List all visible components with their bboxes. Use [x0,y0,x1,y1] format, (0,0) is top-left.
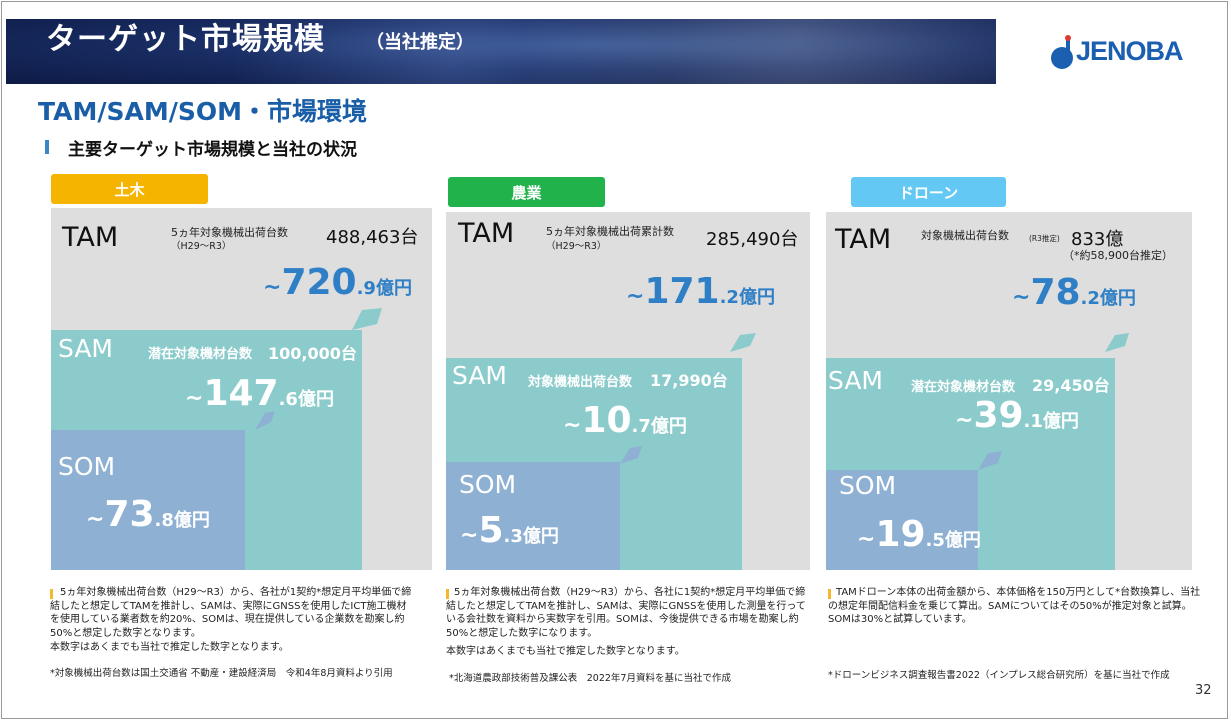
som-value: ~5.3億円 [460,510,559,551]
tam-desc: 対象機械出荷台数 [921,229,1009,242]
growth-arrow-icon [620,446,642,464]
note2-nougyou: 本数字はあくまでも当社で推定した数字となります。 [446,646,685,657]
tam-count-note: （*約58,900台推定） [1063,249,1173,262]
tam-desc: 5ヵ年対象機械出荷台数 [171,226,288,239]
jenoba-logo-icon [1051,35,1073,69]
som-block-drone [826,470,978,570]
page-number: 32 [1195,683,1212,698]
category-pill-nougyou: 農業 [448,177,605,207]
sam-count: 17,990台 [650,371,728,390]
note-nougyou: 5ヵ年対象機械出荷台数（H29〜R3）から、各社に1契約*想定月平均単価で締結し… [446,587,806,639]
sam-desc: 潜在対象機材台数 [911,380,1016,395]
som-value: ~19.5億円 [857,514,981,555]
tam-count: 833億 [1071,229,1124,250]
tam-value: ~720.9億円 [263,262,412,303]
som-block-doboku [51,430,245,570]
tam-label: TAM [62,222,119,253]
note-marker [828,589,831,599]
category-pill-drone: ドローン [851,177,1006,207]
sam-label: SAM [452,361,508,390]
tam-count: 488,463台 [326,227,419,248]
tam-label: TAM [835,224,892,255]
tam-desc: 5ヵ年対象機械出荷累計数 [546,225,674,238]
note-marker [446,589,449,599]
note2-doboku: 本数字はあくまでも当社で推定した数字となります。 [50,642,289,653]
section-heading: TAM/SAM/SOM・市場環境 [38,97,367,126]
tam-label: TAM [458,218,515,249]
page-subtitle: （当社推定） [366,32,474,53]
logo-text: JENOBA [1076,36,1184,66]
sam-value: ~10.7億円 [563,400,687,441]
page-title: ターゲット市場規模 [46,22,325,57]
tam-desc-note: （H29〜R3） [546,241,607,252]
growth-arrow-icon [730,333,756,352]
subheading-marker [45,140,49,154]
som-label: SOM [839,471,897,500]
note-marker [50,589,53,599]
note-drone: TAMドローン本体の出荷金額から、本体価格を150万円として*台数換算し、当社の… [828,587,1201,625]
sam-desc: 対象機械出荷台数 [528,375,633,390]
sam-desc: 潜在対象機材台数 [148,347,253,362]
som-value: ~73.8億円 [86,494,210,535]
sam-label: SAM [58,334,114,363]
sam-value: ~39.1億円 [955,395,1079,436]
tam-desc-note: （H29〜R3） [171,241,232,252]
growth-arrow-icon [1105,333,1129,352]
source-nougyou: *北海道農政部技術普及課公表 2022年7月資料を基に当社で作成 [449,673,731,684]
source-drone: *ドローンビジネス調査報告書2022（インプレス総合研究所）を基に当社で作成 [828,670,1170,681]
tam-desc-note: (R3推定) [1029,234,1060,243]
growth-arrow-icon [255,411,275,430]
sam-label: SAM [828,366,884,395]
tam-value: ~78.2億円 [1012,272,1136,313]
sam-count: 100,000台 [268,344,357,363]
section-subheading: 主要ターゲット市場規模と当社の状況 [68,140,357,160]
sam-count: 29,450台 [1032,376,1110,395]
source-doboku: *対象機械出荷台数は国土交通省 不動産・建設経済局 令和4年8月資料より引用 [50,668,393,679]
tam-value: ~171.2億円 [626,271,775,312]
growth-arrow-icon [978,451,1002,470]
som-label: SOM [58,452,116,481]
note-doboku: 5ヵ年対象機械出荷台数（H29〜R3）から、各社が1契約*想定月平均単価で締結し… [50,587,412,639]
som-label: SOM [459,470,517,499]
sam-value: ~147.6億円 [185,373,334,414]
header-banner [6,19,996,84]
tam-count: 285,490台 [706,229,799,250]
som-block-nougyou [446,462,620,570]
growth-arrow-icon [245,308,382,440]
category-pill-doboku: 土木 [51,174,208,204]
